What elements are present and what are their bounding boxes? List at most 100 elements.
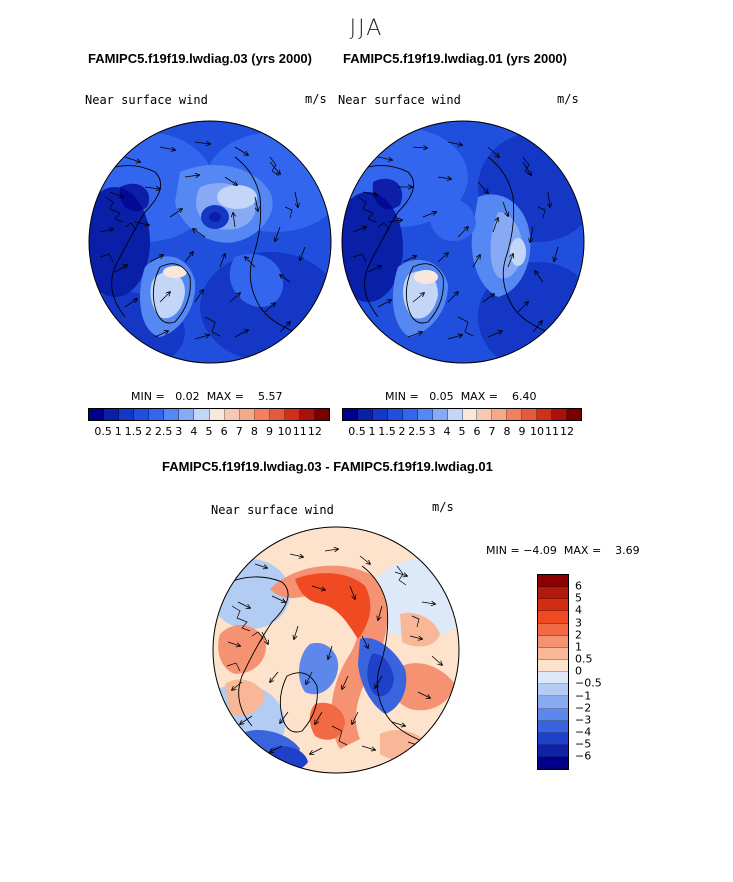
colorbar-swatch [387, 409, 403, 420]
diff-units-label: m/s [432, 500, 454, 514]
colorbar-swatch [538, 672, 568, 685]
colorbar-swatch [417, 409, 433, 420]
colorbar-swatch [372, 409, 388, 420]
colorbar-swatch [492, 409, 508, 420]
diff-min-label: MIN = [486, 544, 520, 557]
colorbar-swatch [538, 635, 568, 648]
colorbar-tick-label: 4 [443, 425, 451, 438]
colorbar-tick-label: 0.5 [94, 425, 112, 438]
colorbar-swatch [164, 409, 180, 420]
colorbar-tick-label: 10 [277, 425, 292, 438]
colorbar-swatch [432, 409, 448, 420]
season-title: JJA [349, 16, 384, 41]
colorbar-tick-label: −2 [575, 701, 592, 715]
colorbar-tick-label: 10 [530, 425, 544, 438]
colorbar-swatch [134, 409, 150, 420]
diff-max-label: MAX = [563, 544, 602, 557]
colorbar-swatch [552, 409, 568, 420]
panel1-minmax: MIN = 0.02 MAX = 5.57 [131, 390, 282, 403]
colorbar-tick-label: 4 [575, 603, 582, 617]
colorbar-swatch [538, 623, 568, 636]
colorbar-tick-label: 2 [398, 425, 406, 438]
panel2-max-value: 6.40 [511, 390, 537, 403]
panel2-colorbar [342, 408, 582, 421]
colorbar-swatch [447, 409, 463, 420]
colorbar-swatch [357, 409, 373, 420]
diff-panel-title: FAMIPC5.f19f19.lwdiag.03 - FAMIPC5.f19f1… [162, 459, 493, 474]
colorbar-tick-label: 6 [220, 425, 228, 438]
colorbar-swatch [104, 409, 120, 420]
colorbar-swatch [119, 409, 135, 420]
colorbar-swatch [538, 599, 568, 612]
colorbar-tick-label: −3 [575, 713, 592, 727]
colorbar-swatch [538, 696, 568, 709]
colorbar-swatch [402, 409, 418, 420]
colorbar-swatch [194, 409, 210, 420]
colorbar-tick-label: 2 [575, 628, 582, 642]
colorbar-tick-label: 8 [250, 425, 258, 438]
colorbar-swatch [538, 575, 568, 588]
colorbar-swatch [538, 732, 568, 745]
colorbar-swatch [507, 409, 523, 420]
colorbar-tick-label: 7 [235, 425, 243, 438]
diff-max-value: 3.69 [615, 544, 640, 557]
colorbar-swatch [538, 757, 568, 770]
colorbar-tick-label: 0 [575, 664, 582, 678]
colorbar-swatch [538, 611, 568, 624]
colorbar-swatch [343, 409, 358, 420]
diff-minmax: MIN = −4.09 MAX = 3.69 [486, 544, 640, 557]
panel2-minmax: MIN = 0.05 MAX = 6.40 [385, 390, 536, 403]
panel2-min-label: MIN = [385, 390, 419, 403]
colorbar-tick-label: −4 [575, 725, 592, 739]
colorbar-tick-label: 7 [488, 425, 496, 438]
panel1-min-label: MIN = [131, 390, 165, 403]
colorbar-swatch [179, 409, 195, 420]
colorbar-tick-label: 12 [307, 425, 322, 438]
colorbar-swatch [314, 409, 329, 420]
colorbar-swatch [239, 409, 255, 420]
colorbar-tick-label: 2 [145, 425, 152, 438]
colorbar-tick-label: 5 [205, 425, 213, 438]
colorbar-swatch [224, 409, 240, 420]
colorbar-tick-label: 3 [575, 616, 582, 630]
colorbar-swatch [477, 409, 493, 420]
colorbar-tick-label: 11 [545, 425, 559, 438]
colorbar-swatch [299, 409, 315, 420]
colorbar-tick-label: −0.5 [575, 676, 602, 690]
panel1-title: FAMIPC5.f19f19.lwdiag.03 (yrs 2000) [88, 51, 312, 66]
colorbar-swatch [254, 409, 270, 420]
panel2-units-label: m/s [557, 92, 579, 106]
colorbar-swatch [538, 684, 568, 697]
colorbar-tick-label: 1 [575, 640, 582, 654]
colorbar-swatch [538, 647, 568, 660]
colorbar-tick-label: −5 [575, 737, 592, 751]
map-panel-diff [212, 526, 460, 774]
panel1-max-value: 5.57 [257, 390, 283, 403]
colorbar-swatch [538, 587, 568, 600]
map-panel-2 [341, 120, 585, 364]
colorbar-tick-label: 6 [473, 425, 481, 438]
colorbar-swatch [89, 409, 105, 420]
colorbar-tick-label: 1.5 [124, 425, 143, 438]
colorbar-swatch [522, 409, 538, 420]
colorbar-tick-label: 0.5 [348, 425, 366, 438]
colorbar-tick-label: 2.5 [154, 425, 173, 438]
panel2-min-value: 0.05 [429, 390, 454, 403]
panel1-colorbar [88, 408, 330, 421]
colorbar-tick-label: 1.5 [378, 425, 396, 438]
colorbar-tick-label: 11 [292, 425, 307, 438]
panel1-units-label: m/s [305, 92, 327, 106]
colorbar-tick-label: 6 [575, 579, 582, 593]
colorbar-tick-label: 9 [266, 425, 273, 438]
colorbar-tick-label: 9 [518, 425, 526, 438]
colorbar-swatch [567, 409, 581, 420]
panel2-max-label: MAX = [460, 390, 498, 403]
panel1-min-value: 0.02 [175, 390, 200, 403]
colorbar-swatch [462, 409, 478, 420]
colorbar-swatch [538, 659, 568, 673]
colorbar-swatch [209, 409, 225, 420]
colorbar-tick-label: 0.5 [575, 652, 593, 666]
colorbar-tick-label: −1 [575, 689, 592, 702]
colorbar-tick-label: 1 [114, 425, 122, 438]
